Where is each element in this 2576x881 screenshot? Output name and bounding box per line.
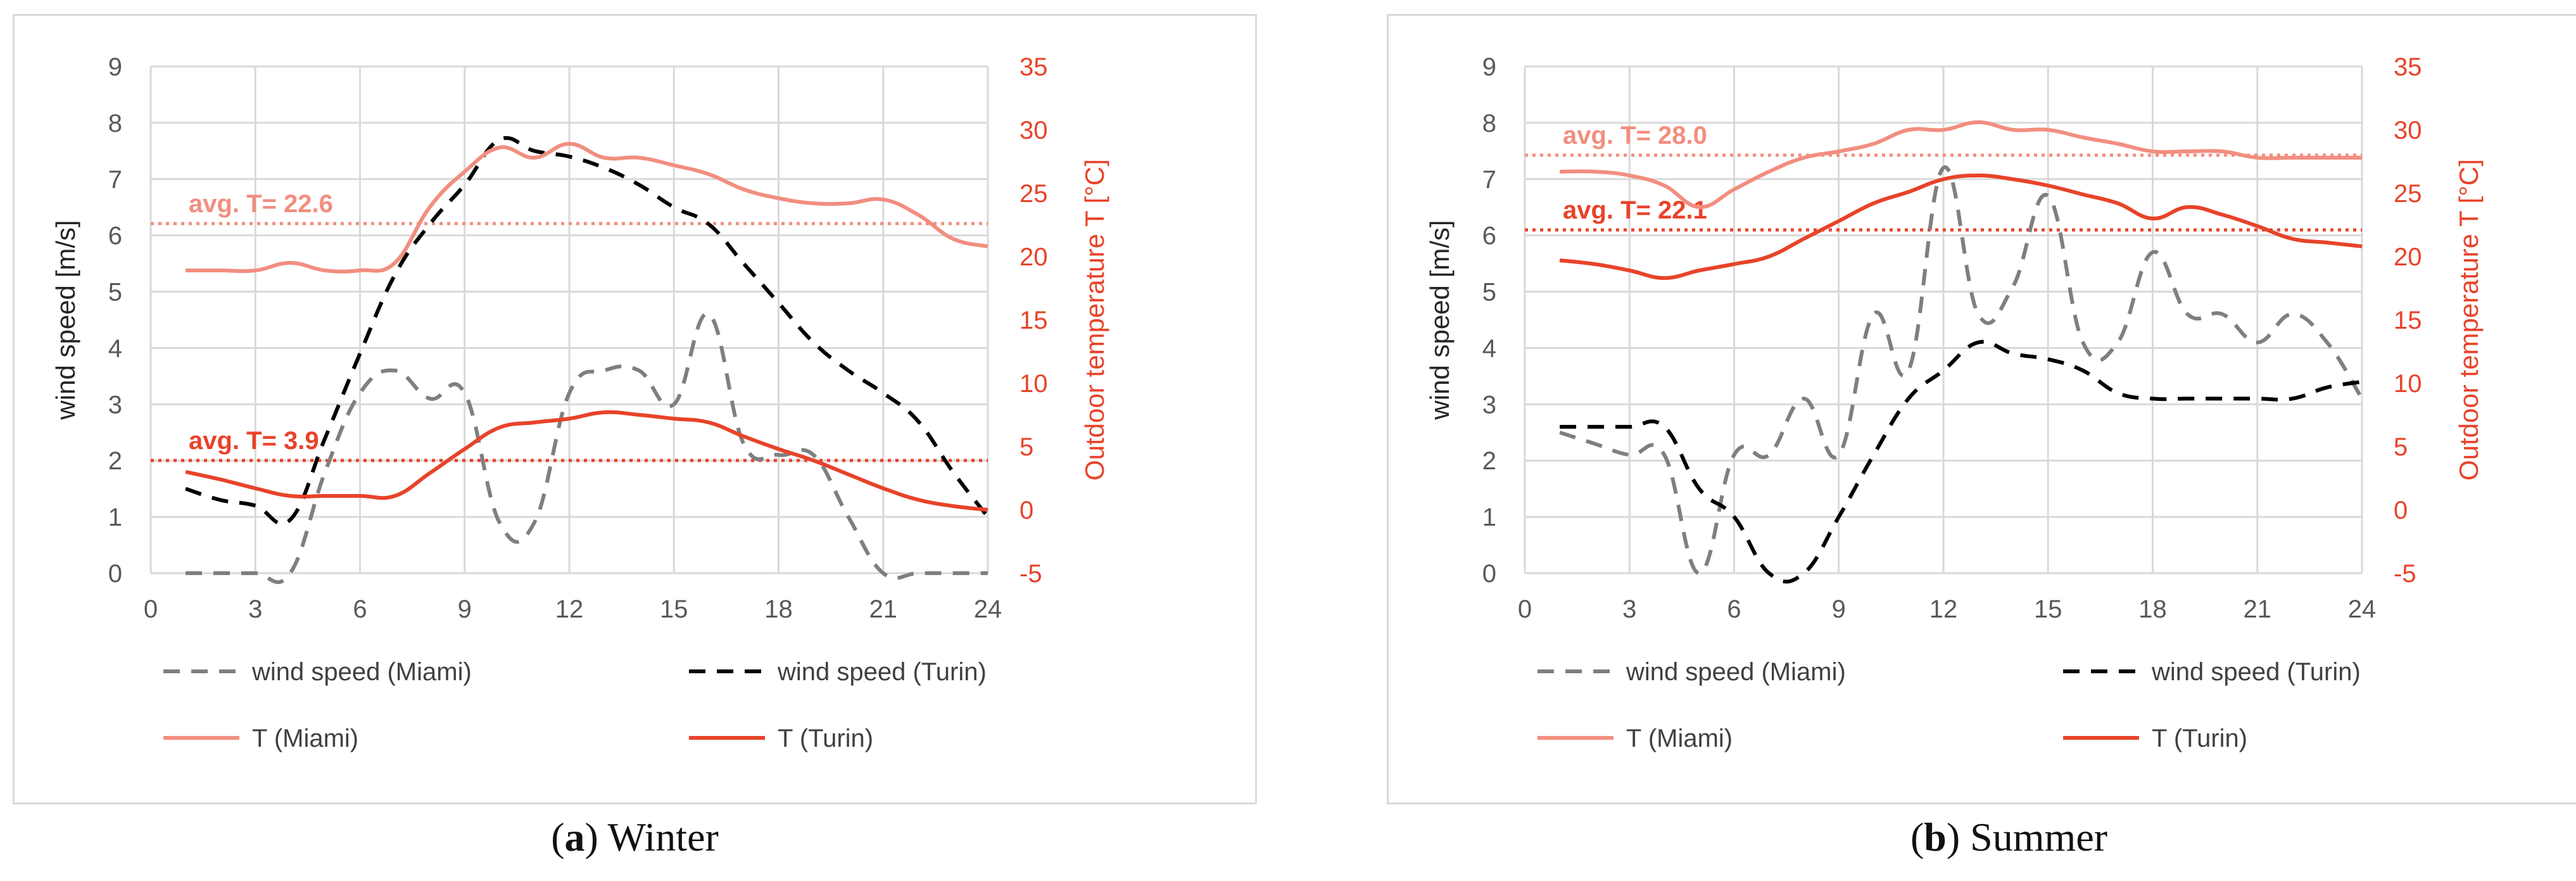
y2-tick-label: 35 [2394,53,2422,81]
y-axis-title: wind speed [m/s] [1425,220,1455,420]
y-tick-label: 0 [1482,560,1496,588]
x-tick-label: 18 [764,595,793,623]
y2-axis-title: Outdoor temperature T [°C] [2454,159,2484,481]
legend-label: T (Miami) [252,725,358,752]
x-tick-label: 12 [555,595,584,623]
t-turin-line [1559,174,2363,280]
y2-tick-label: 0 [2394,497,2408,524]
x-tick-label: 15 [2034,595,2062,623]
y2-tick-label: 25 [2394,180,2422,208]
wind-speed-turin-line [185,136,990,526]
average-label: avg. T= 3.9 [189,427,319,455]
legend-label: wind speed (Turin) [2151,658,2361,686]
y-axis-title: wind speed [m/s] [51,220,80,420]
summer-chart-panel: 0 1 2 3 4 5 6 7 8 9 -5 0 5 10 15 20 25 30 35 0 3 6 9 12 15 18 21 24… [1387,14,2576,804]
y-tick-label: 4 [1482,334,1496,362]
y2-tick-label: 25 [1020,180,1048,208]
y2-tick-label: 10 [1020,370,1048,398]
y2-tick-label: 30 [2394,117,2422,144]
x-tick-label: 24 [2348,595,2377,623]
y2-tick-label: -5 [1020,560,1042,588]
legend-label: T (Miami) [1626,725,1733,752]
winter-caption-text: Winter [607,814,719,859]
y-tick-label: 7 [1482,166,1496,194]
y-tick-label: 3 [1482,391,1496,419]
legend-label: wind speed (Miami) [251,658,472,686]
x-tick-label: 12 [1929,595,1958,623]
y-tick-label: 6 [1482,222,1496,250]
summer-caption-text: Summer [1970,814,2108,859]
y-tick-label: 8 [108,110,122,137]
summer-caption-letter: b [1924,814,1947,859]
y-tick-label: 7 [108,166,122,194]
y-tick-label: 6 [108,222,122,250]
legend-label: T (Turin) [2152,725,2247,752]
y-tick-label: 1 [1482,504,1496,531]
wind-speed-miami-line [186,312,988,585]
summer-caption: (b) Summer [1910,814,2108,859]
x-tick-label: 0 [1518,595,1532,623]
y-tick-label: 0 [108,560,122,588]
y2-tick-label: 0 [1020,497,1033,524]
wind-speed-miami-line [1559,165,2364,575]
x-tick-label: 18 [2138,595,2167,623]
y2-tick-label: 35 [1020,53,1048,81]
y2-tick-label: 5 [2394,433,2408,461]
y-tick-label: 8 [1482,110,1496,137]
y-tick-label: 2 [1482,447,1496,475]
t-miami-line [1560,120,2362,210]
y-tick-label: 5 [1482,279,1496,307]
x-tick-label: 24 [974,595,1002,623]
winter-chart-panel: 0 1 2 3 4 5 6 7 8 9 -5 0 5 10 15 20 25 30 35 0 3 6 9 12 15 18 21 24… [13,14,1257,804]
y2-tick-label: 15 [1020,307,1048,334]
y2-tick-label: -5 [2394,560,2416,588]
winter-caption: (a) Winter [551,814,719,859]
y-tick-label: 5 [108,279,122,307]
winter-caption-letter: a [564,814,585,859]
y-tick-label: 9 [108,53,122,81]
y-tick-label: 2 [108,447,122,475]
y-tick-label: 4 [108,334,122,362]
x-tick-label: 15 [660,595,688,623]
legend-label: wind speed (Turin) [777,658,987,686]
x-tick-label: 21 [869,595,898,623]
y2-axis-title: Outdoor temperature T [°C] [1080,159,1109,481]
x-tick-label: 3 [248,595,262,623]
y2-tick-label: 20 [2394,243,2422,271]
y2-tick-label: 20 [1020,243,1048,271]
y2-tick-label: 5 [1020,433,1033,461]
legend-label: T (Turin) [778,725,873,752]
t-miami-line [186,142,988,274]
x-tick-label: 9 [458,595,472,623]
y2-tick-label: 15 [2394,307,2422,334]
legend-label: wind speed (Miami) [1626,658,1846,686]
x-tick-label: 6 [353,595,367,623]
average-label: avg. T= 28.0 [1563,122,1707,149]
average-label: avg. T= 22.6 [189,190,333,218]
x-tick-label: 0 [144,595,158,623]
y2-tick-label: 30 [1020,117,1048,144]
x-tick-label: 9 [1832,595,1846,623]
y-tick-label: 9 [1482,53,1496,81]
wind-speed-turin-line [1560,339,2363,584]
y-tick-label: 3 [108,391,122,419]
x-tick-label: 21 [2244,595,2272,623]
y-tick-label: 1 [108,504,122,531]
x-tick-label: 6 [1727,595,1741,623]
y2-tick-label: 10 [2394,370,2422,398]
t-turin-line [185,410,988,512]
x-tick-label: 3 [1622,595,1636,623]
